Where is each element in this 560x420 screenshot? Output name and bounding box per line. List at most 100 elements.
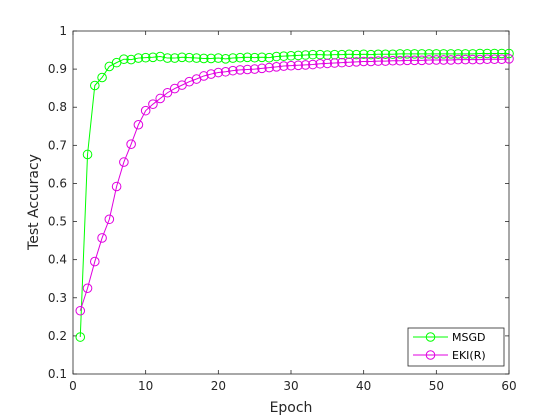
data-point-msgd [366,49,376,60]
data-point-msgd [496,48,507,59]
data-point-msgd [264,52,275,63]
data-point-eki-r [278,61,289,71]
data-point-eki-r [119,157,129,167]
data-point-eki-r [467,54,478,65]
y-tick-label: 1 [59,24,67,38]
legend-item-msgd: MSGD [413,331,485,344]
data-point-eki-r [199,71,209,81]
data-point-eki-r [235,65,245,75]
data-point-msgd [337,49,347,60]
data-point-eki-r [300,60,311,70]
data-point-msgd [431,49,442,59]
data-point-eki-r [482,54,493,65]
legend: MSGD EKI(R) [407,327,505,367]
data-point-eki-r [257,63,267,74]
data-point-eki-r [329,58,340,68]
data-point-msgd [75,332,86,342]
legend-item-eki: EKI(R) [413,349,486,362]
x-tick-label: 40 [356,379,371,393]
data-point-eki-r [380,56,391,66]
data-point-eki-r [475,54,485,65]
data-point-msgd [395,49,405,59]
data-point-msgd [453,49,463,59]
data-point-msgd [82,149,93,160]
data-point-eki-r [140,105,151,116]
data-point-eki-r [228,65,238,76]
x-axis-label: Epoch [270,400,313,416]
data-point-msgd [126,54,136,65]
data-point-msgd [293,50,304,61]
data-point-msgd [417,49,427,59]
data-point-eki-r [409,55,420,66]
data-point-eki-r [271,62,282,72]
y-tick-label: 0.9 [48,62,67,76]
data-point-msgd [184,52,195,63]
data-point-eki-r [460,54,471,65]
data-point-eki-r [97,233,107,243]
data-point-eki-r [308,59,318,70]
data-point-eki-r [424,55,434,65]
legend-label-msgd: MSGD [452,331,485,344]
data-point-msgd [97,72,107,83]
data-point-eki-r [133,119,144,130]
data-point-eki-r [358,56,369,67]
y-tick-label: 0.7 [48,138,67,152]
data-point-msgd [482,48,493,59]
data-point-msgd [438,49,449,59]
data-point-msgd [257,52,267,63]
data-point-msgd [409,49,420,59]
series-layer [75,48,514,342]
data-point-msgd [286,50,296,61]
data-point-eki-r [75,305,86,316]
data-point-msgd [155,51,165,62]
data-point-msgd [191,53,202,63]
data-point-eki-r [126,139,136,149]
legend-marker-eki [425,350,436,360]
data-point-msgd [133,53,144,63]
data-point-msgd [169,53,180,63]
data-point-eki-r [446,55,456,65]
x-tick-label: 30 [283,379,298,393]
data-point-msgd [213,53,224,63]
data-point-eki-r [206,69,216,79]
data-point-eki-r [438,55,449,65]
data-point-msgd [148,52,158,63]
data-point-eki-r [322,58,333,69]
data-point-msgd [467,49,478,59]
y-tick-label: 0.4 [48,253,67,267]
data-point-eki-r [344,57,354,68]
data-point-eki-r [337,57,347,68]
legend-label-eki: EKI(R) [452,349,486,362]
data-point-msgd [199,53,209,64]
data-point-msgd [344,49,354,60]
y-axis-ticks: 0.1 0.2 0.3 0.4 0.5 0.6 0.7 0.8 0.9 1 [48,24,509,381]
data-point-eki-r [504,54,514,64]
data-point-msgd [278,51,289,61]
data-point-eki-r [286,60,296,71]
data-point-msgd [358,49,369,60]
y-tick-label: 0.5 [48,215,67,229]
data-point-eki-r [249,64,260,74]
data-point-eki-r [366,56,376,67]
x-axis-ticks: 0 10 20 30 40 50 60 [69,31,517,393]
data-point-msgd [315,49,325,60]
data-point-msgd [460,49,471,59]
data-point-eki-r [489,54,500,65]
data-point-eki-r [104,214,115,225]
data-point-eki-r [184,76,195,87]
data-point-msgd [90,80,100,91]
data-point-msgd [351,49,362,60]
data-point-msgd [475,48,485,59]
data-point-eki-r [373,56,384,66]
y-axis-label: Test Accuracy [26,154,42,251]
legend-marker-msgd [425,332,436,342]
x-tick-label: 0 [69,379,77,393]
data-point-msgd [220,54,231,64]
data-point-msgd [504,48,514,59]
data-point-eki-r [395,55,405,66]
data-point-eki-r [453,54,463,65]
legend-box [407,327,505,367]
series-msgd [75,48,514,342]
series-line-msgd [79,52,509,338]
data-point-msgd [489,48,500,59]
